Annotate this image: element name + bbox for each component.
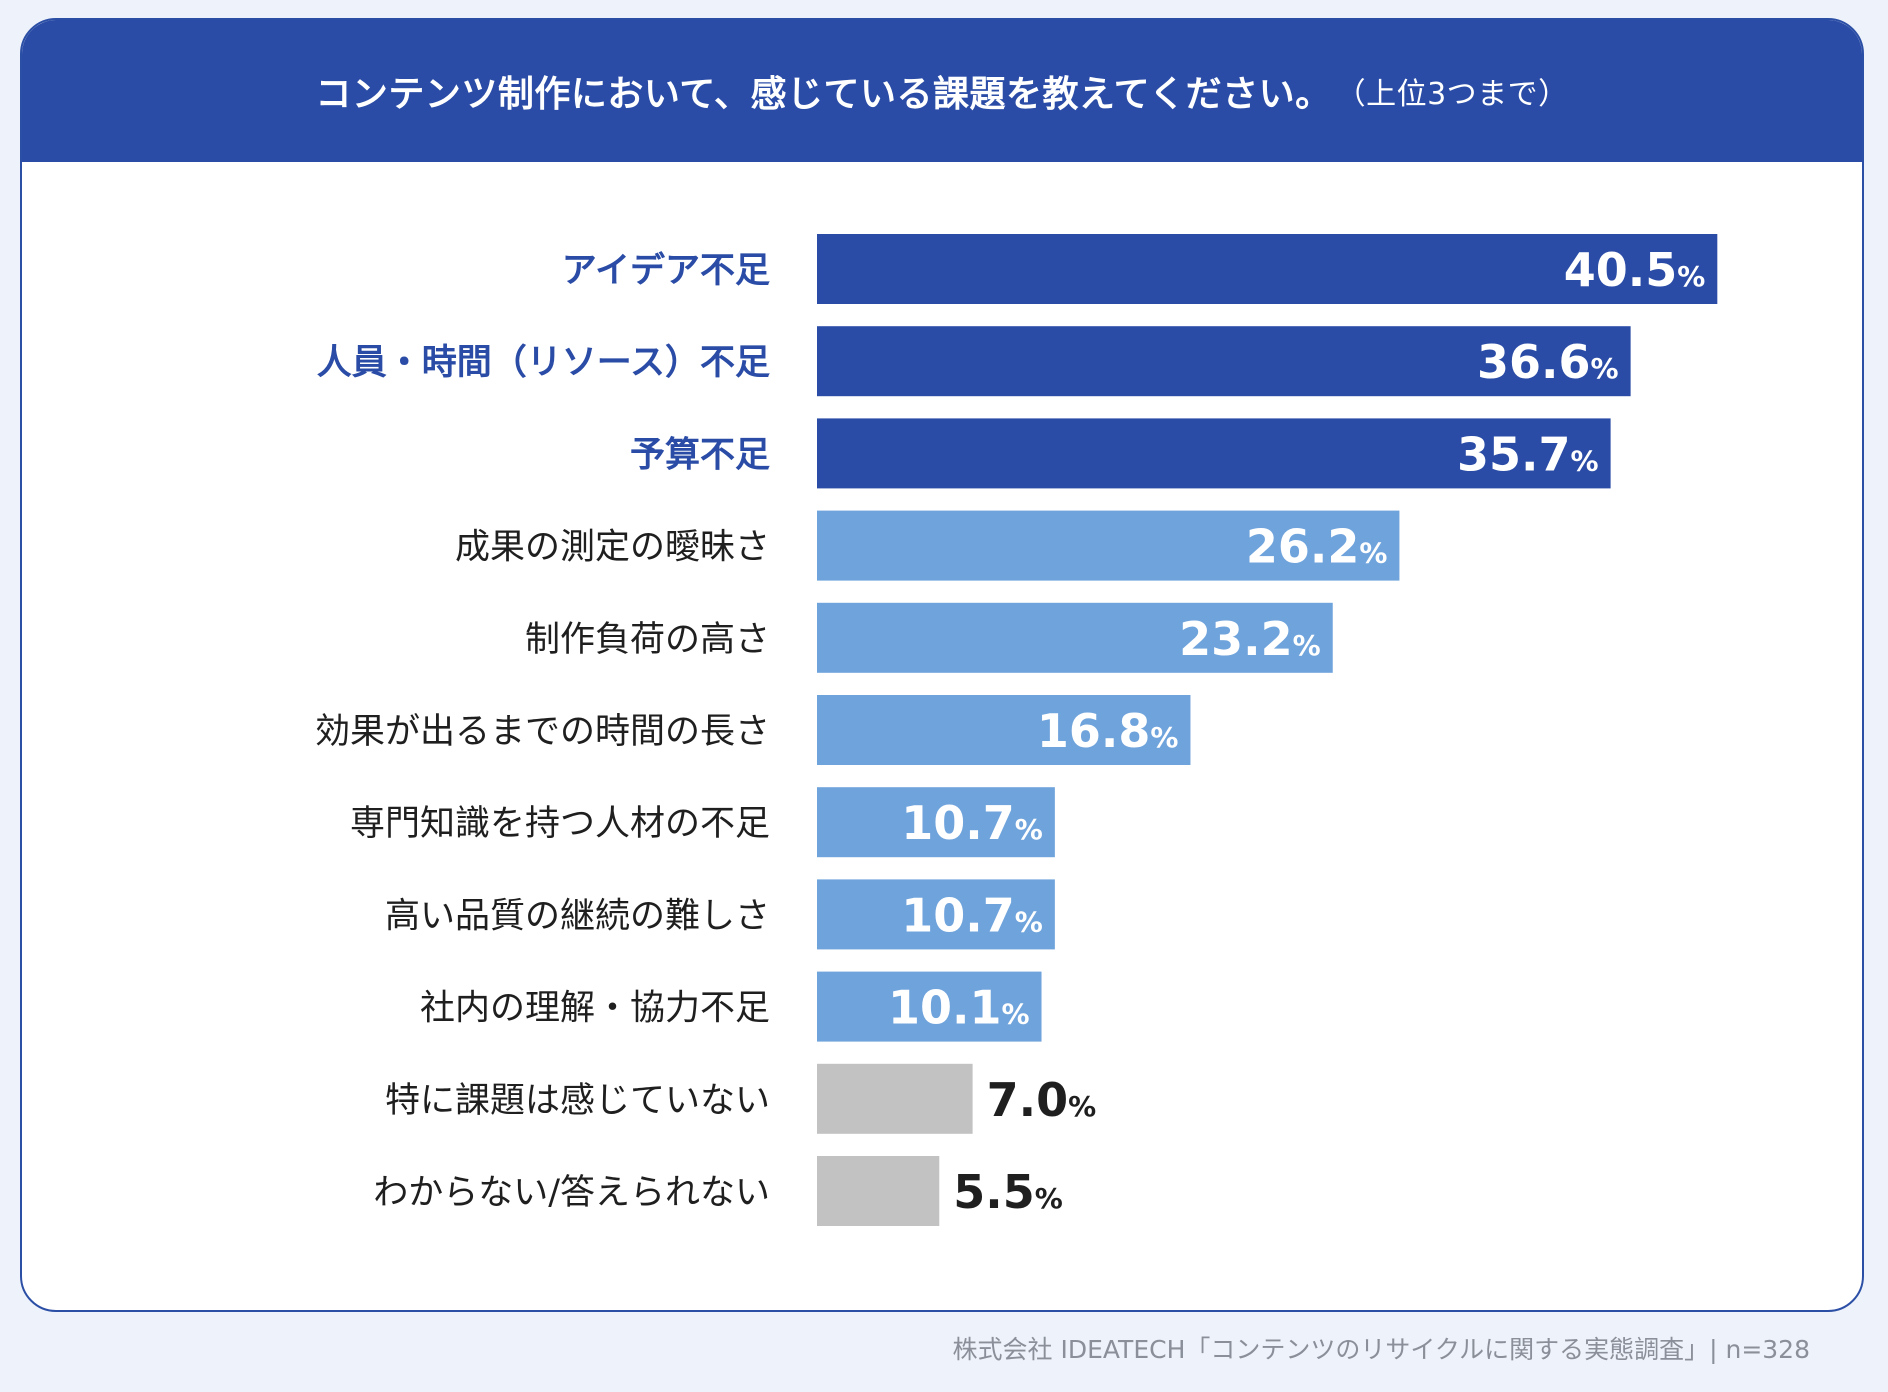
category-label: 予算不足 — [630, 435, 770, 475]
category-label: 制作負荷の高さ — [525, 620, 770, 660]
category-label: わからない/答えられない — [373, 1173, 770, 1213]
chart-header: コンテンツ制作において、感じている課題を教えてください。 （上位3つまで） — [22, 20, 1862, 162]
category-label: 社内の理解・協力不足 — [420, 989, 770, 1029]
bar — [817, 1156, 940, 1226]
chart-subtitle: （上位3つまで） — [1335, 77, 1569, 112]
value-label: 26.2% — [1246, 520, 1388, 574]
value-label: 23.2% — [1179, 612, 1321, 666]
value-label: 10.7% — [901, 796, 1043, 850]
chart-title: コンテンツ制作において、感じている課題を教えてください。 — [315, 74, 1332, 115]
category-label: 人員・時間（リソース）不足 — [317, 343, 770, 383]
bar — [817, 510, 1400, 581]
value-label: 36.6% — [1477, 335, 1619, 389]
bar — [817, 234, 1718, 304]
value-label: 40.5% — [1564, 243, 1706, 297]
bar — [817, 602, 1333, 673]
bar — [817, 879, 1055, 950]
category-label: 専門知識を持つ人材の不足 — [350, 804, 770, 844]
value-label: 10.1% — [888, 981, 1030, 1035]
value-label: 5.5% — [953, 1165, 1063, 1219]
chart-card: コンテンツ制作において、感じている課題を教えてください。 （上位3つまで） アイ… — [20, 18, 1864, 1312]
category-label: 特に課題は感じていない — [385, 1081, 770, 1121]
category-label: 成果の測定の曖昧さ — [455, 528, 770, 568]
value-label: 35.7% — [1457, 427, 1599, 481]
bar — [817, 695, 1191, 765]
bar — [817, 418, 1611, 489]
value-label: 16.8% — [1037, 704, 1179, 758]
bar-chart: アイデア不足 40.5% 人員・時間（リソース）不足 36.6% 予算不足 35.7% 成果… — [315, 234, 1718, 1226]
bar — [817, 971, 1042, 1042]
value-label: 10.7% — [901, 888, 1043, 942]
category-label: アイデア不足 — [562, 250, 770, 291]
source-footer: 株式会社 IDEATECH「コンテンツのリサイクルに関する実態調査」| n=32… — [952, 1335, 1810, 1364]
bar — [817, 326, 1631, 397]
value-label: 7.0% — [987, 1073, 1097, 1127]
bar — [817, 1063, 973, 1134]
bar — [817, 787, 1055, 858]
category-label: 高い品質の継続の難しさ — [385, 896, 770, 936]
category-label: 効果が出るまでの時間の長さ — [315, 712, 770, 752]
